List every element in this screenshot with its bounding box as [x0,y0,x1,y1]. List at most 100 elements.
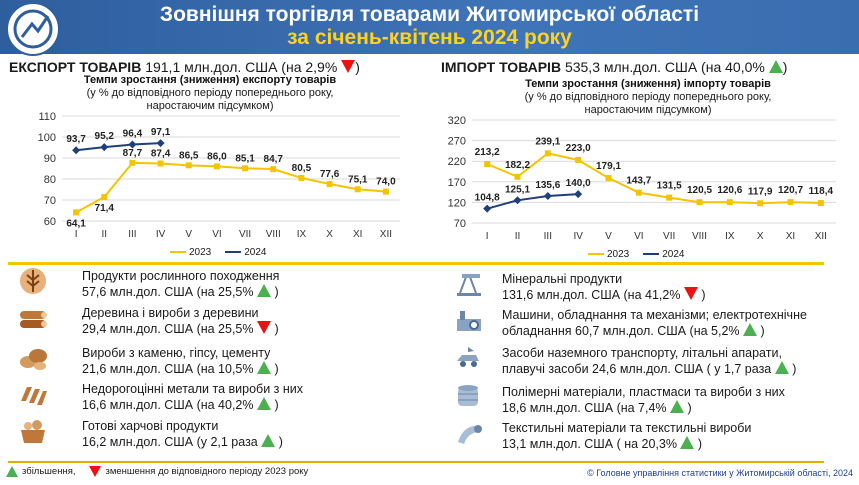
x-tick-label: VIII [692,231,707,242]
export-item-name: Готові харчові продукти [82,419,219,433]
decrease-icon [256,321,271,334]
data-point-2023 [514,173,521,180]
export-label: ЕКСПОРТ ТОВАРІВ [9,59,142,75]
metal-bars-icon [18,379,48,409]
increase-icon [256,284,271,297]
x-tick-label: IX [725,231,735,242]
data-label-2023: 131,5 [657,181,682,192]
data-label-2023: 86,0 [207,151,227,162]
import-item-value: 18,6 млн.дол. США (на 7,4% ) [502,400,785,416]
data-point-2023 [726,199,733,206]
y-tick-label: 320 [448,115,466,127]
import-subtitle: Темпи зростання (зниження) імпорту товар… [478,78,818,117]
data-point-2023 [326,181,333,188]
data-label-2023: 71,4 [95,203,115,214]
data-point-2024 [100,143,109,152]
data-point-2024 [574,190,583,199]
footer-legend: збільшення, зменшення до відповідного пе… [6,466,308,477]
export-item: Готові харчові продукти 16,2 млн.дол. США… [82,418,283,450]
import-item-value-text: обладнання 60,7 млн.дол. США (на 5,2% [502,324,744,338]
import-item-value: обладнання 60,7 млн.дол. США (на 5,2% ) [502,323,807,339]
export-item-name: Недорогоцінні метали та вироби з них [82,382,303,396]
data-point-2023 [382,188,389,195]
legend-2023-label: 2023 [607,249,630,260]
data-label-2023: 179,1 [596,161,621,172]
import-item: Машини, обладнання та механізми; електро… [502,307,807,339]
data-point-2024 [543,191,552,200]
x-tick-label: III [128,229,136,240]
food-basket-icon [18,416,48,446]
data-point-2024 [513,196,522,205]
data-point-2023 [757,200,764,207]
x-tick-label: XII [380,229,392,240]
x-tick-label: II [515,231,521,242]
y-tick-label: 270 [448,136,466,148]
oil-pump-icon [454,269,484,299]
import-item-value-text: плавучі засоби 24,6 млн.дол. США ( у 1,7… [502,362,775,376]
data-label-2023: 84,7 [264,154,284,165]
data-label-2023: 64,1 [66,218,86,229]
y-tick-label: 70 [44,195,56,207]
vehicles-icon [454,343,484,373]
series-line-2023 [486,152,821,205]
data-point-2023 [157,160,164,167]
x-tick-label: X [757,231,764,242]
increase-icon [768,60,783,73]
data-point-2023 [101,194,108,201]
data-label-2023: 182,2 [505,160,530,171]
export-item-value-text: 16,2 млн.дол. США (у 2,1 раза [82,435,262,449]
export-item-close: ) [270,285,279,299]
export-item-name: Деревина і вироби з деревини [82,306,259,320]
data-label-2023: 77,6 [320,169,340,180]
y-tick-label: 120 [448,197,466,209]
increase-icon [261,434,276,447]
x-tick-label: VII [239,229,251,240]
page-title: Зовнішня торгівля товарами Житомирської … [159,3,700,26]
import-item: Текстильні матеріали та текстильні вироб… [502,420,751,452]
import-item-close: ) [757,324,765,338]
import-item-name: Засоби наземного транспорту, літальні ап… [502,346,782,360]
x-tick-label: IV [573,231,583,242]
x-tick-label: IV [156,229,166,240]
y-tick-label: 170 [448,177,466,189]
export-item-value: 29,4 млн.дол. США (на 25,5% ) [82,321,279,337]
x-tick-label: XI [786,231,795,242]
data-label-2023: 120,6 [717,185,742,196]
page-subtitle: за січень-квітень 2024 року [287,26,572,49]
decrease-icon [683,287,698,300]
data-point-2023 [270,166,277,173]
divider-line [8,262,824,265]
x-tick-label: II [101,229,107,240]
export-subtitle-line3: наростаючим підсумком) [146,100,274,112]
export-item-close: ) [270,398,279,412]
increase-icon [680,436,695,449]
data-label-2023: 223,0 [566,143,591,154]
data-label-2024: 135,6 [535,180,560,191]
header-banner [0,0,859,54]
import-close: ) [782,59,788,75]
import-item-value-text: 18,6 млн.дол. США (на 7,4% [502,401,671,415]
data-point-2023 [73,209,80,216]
data-point-2023 [354,186,361,193]
export-item: Недорогоцінні метали та вироби з них 16,6… [82,381,303,413]
export-item-value: 21,6 млн.дол. США (на 10,5% ) [82,361,279,377]
increase-icon [670,400,685,413]
series-line-2024 [486,193,579,210]
import-label: ІМПОРТ ТОВАРІВ [441,59,562,75]
data-point-2024 [72,146,81,155]
x-tick-label: XII [815,231,827,242]
x-tick-label: IX [297,229,307,240]
decrease-icon [89,466,102,477]
data-label-2024: 93,7 [66,134,86,145]
import-item-close: ) [684,401,692,415]
export-heading: ЕКСПОРТ ТОВАРІВ 191,1 млн.дол. США (на 2… [9,59,360,75]
import-item-close: ) [694,437,703,451]
data-point-2023 [129,159,136,166]
data-point-2023 [242,165,249,172]
export-legend: 2023 2024 [170,247,267,258]
export-item-value-text: 57,6 млн.дол. США (на 25,5% [82,285,257,299]
import-item-close: ) [788,362,797,376]
export-item-close: ) [270,322,279,336]
logo-icon [6,2,60,56]
